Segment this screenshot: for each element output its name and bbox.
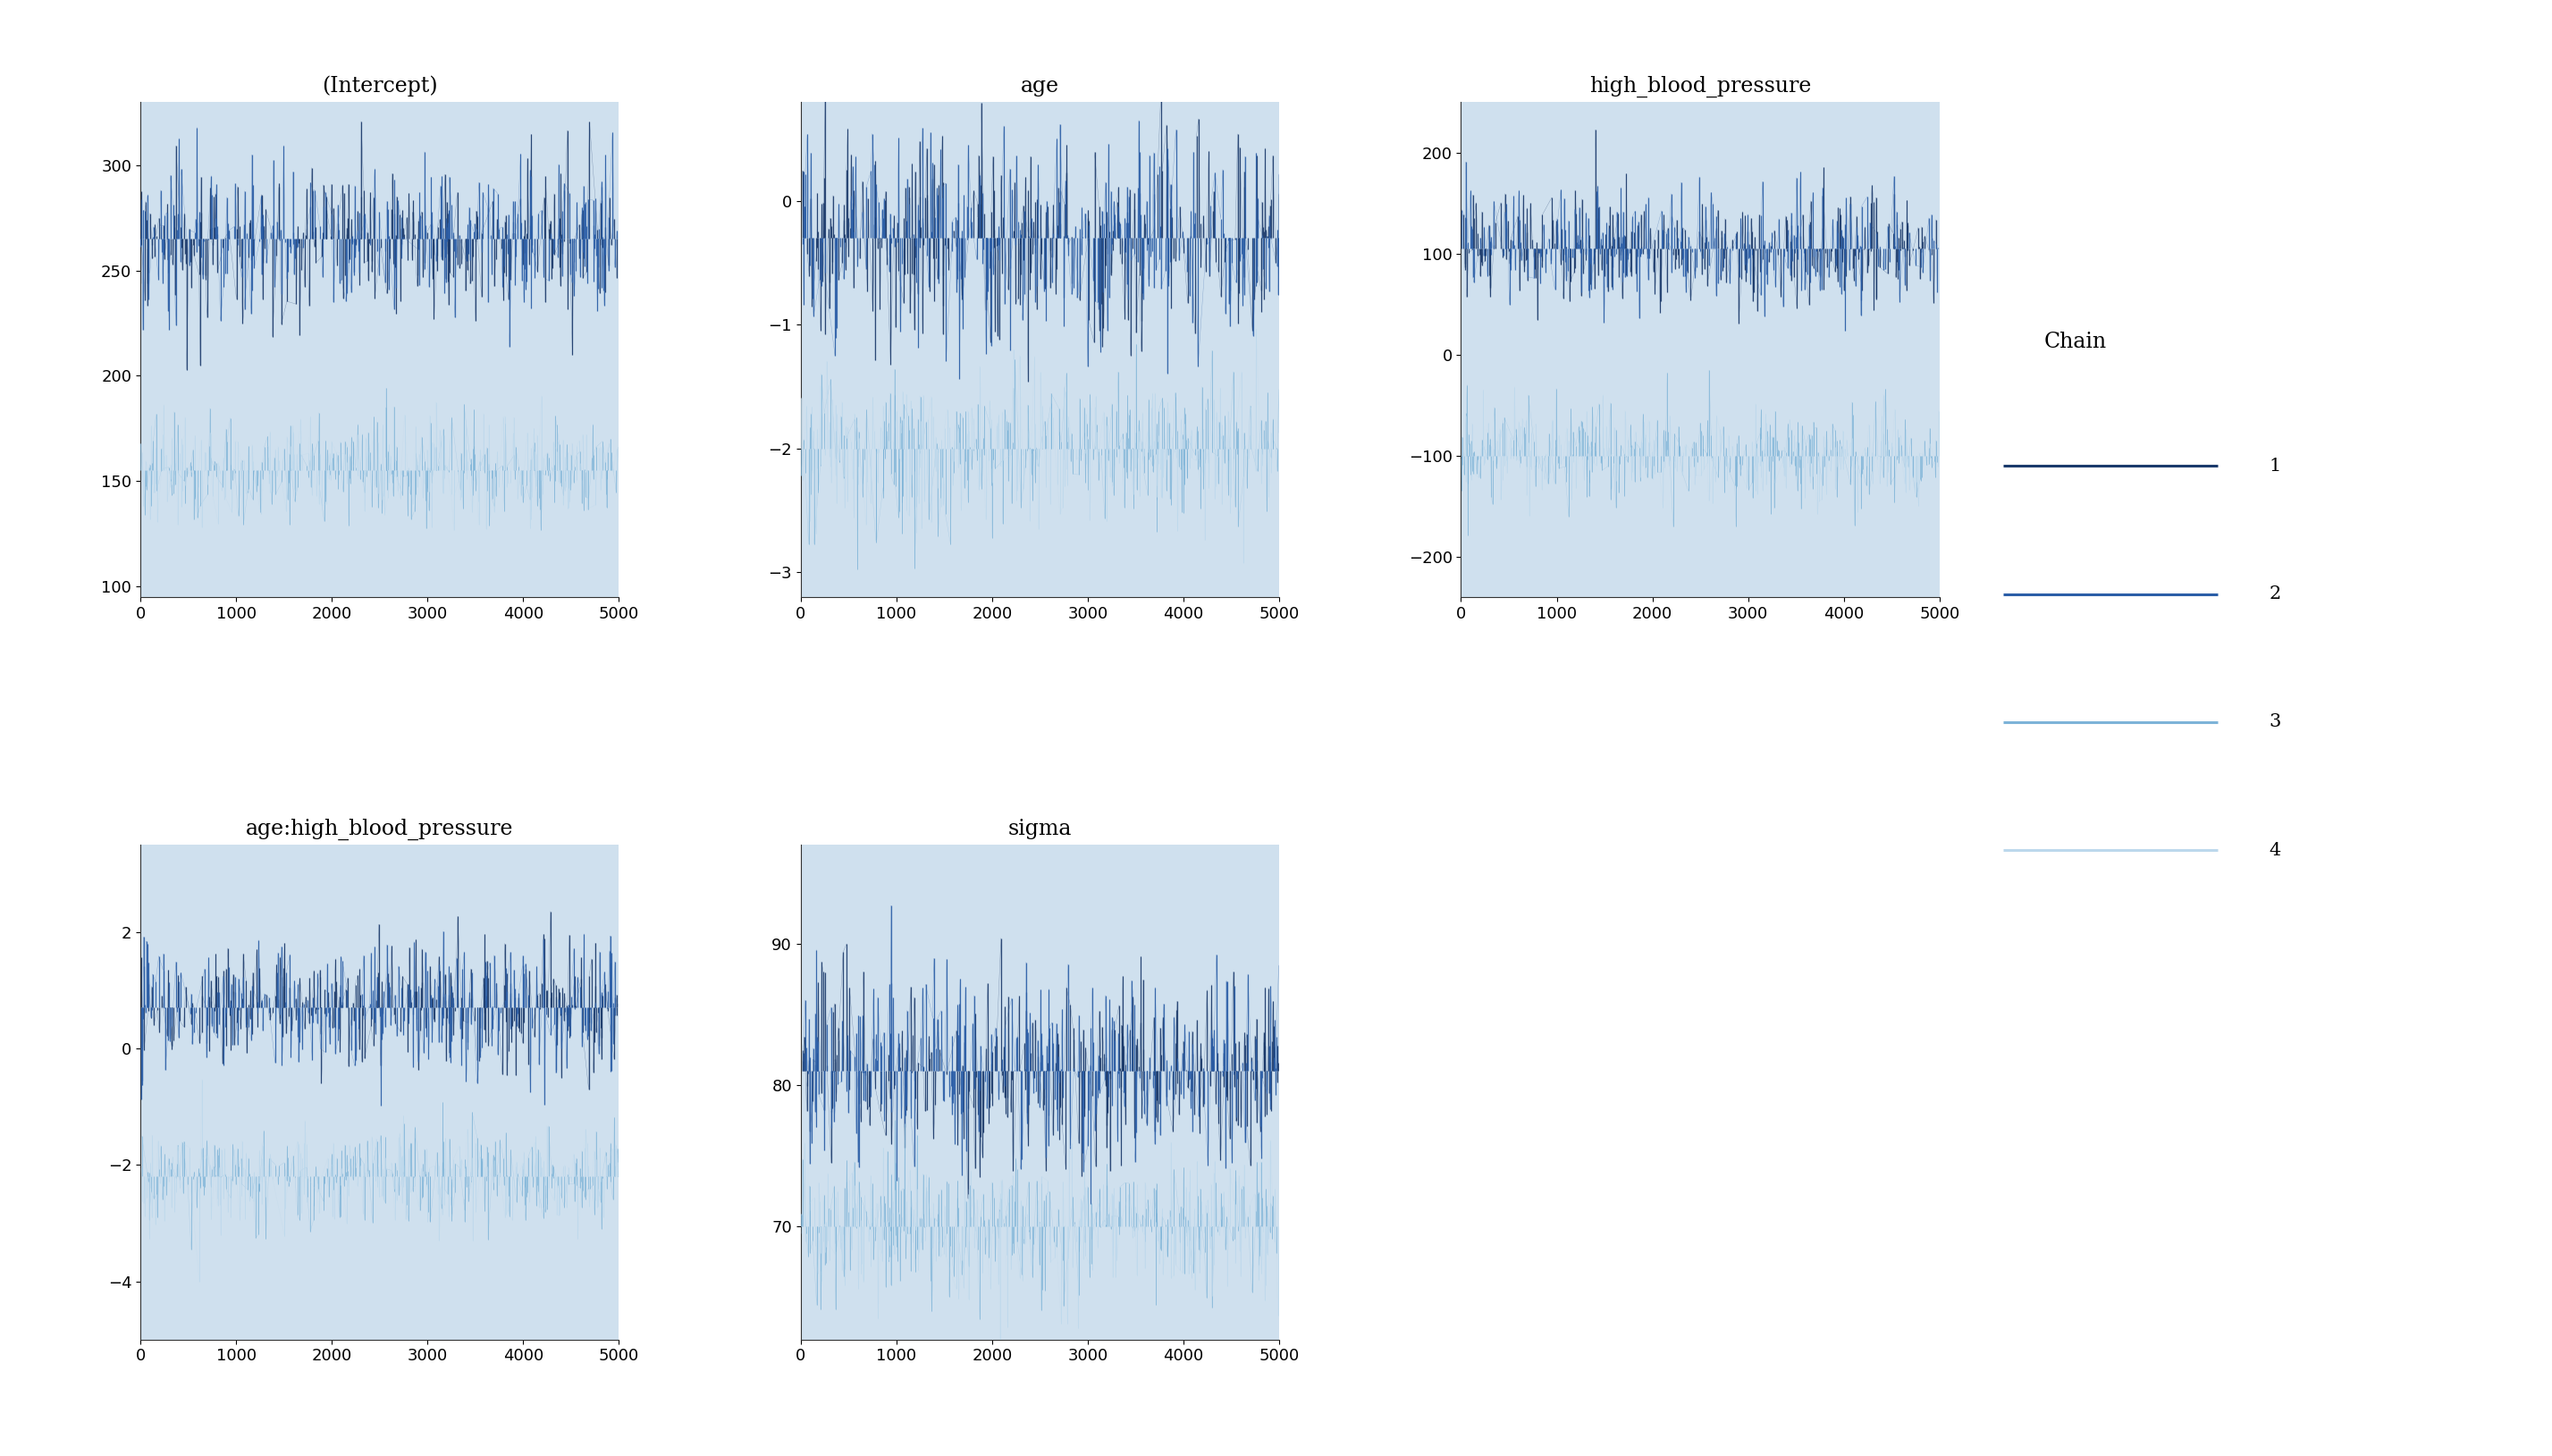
Text: 2: 2 — [2269, 585, 2281, 603]
Text: 1: 1 — [2269, 457, 2281, 475]
Title: (Intercept): (Intercept) — [322, 76, 436, 96]
Title: age: age — [1021, 76, 1059, 96]
Text: 3: 3 — [2269, 713, 2281, 731]
Title: age:high_blood_pressure: age:high_blood_pressure — [245, 818, 513, 840]
Text: 4: 4 — [2269, 842, 2281, 859]
Text: Chain: Chain — [2044, 332, 2108, 352]
Title: high_blood_pressure: high_blood_pressure — [1590, 76, 1812, 98]
Title: sigma: sigma — [1008, 818, 1072, 839]
